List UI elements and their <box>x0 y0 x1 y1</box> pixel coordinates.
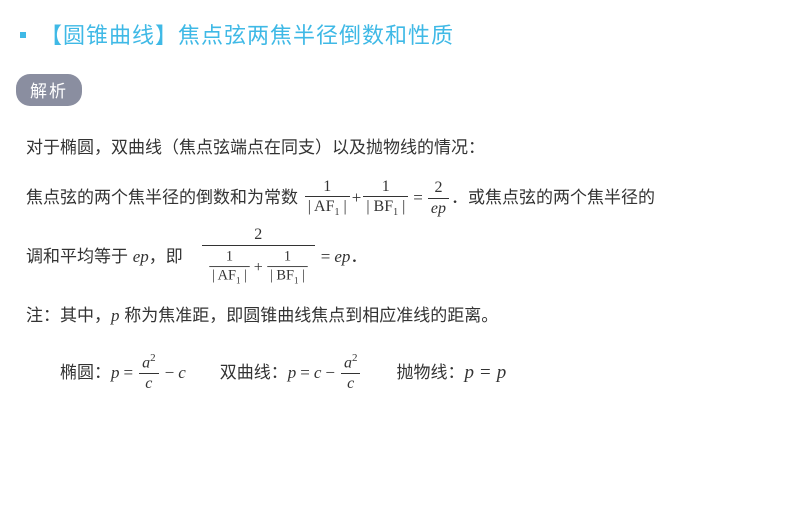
fraction-a2-over-c: a2 c <box>341 352 361 393</box>
text: 调和平均等于 <box>26 235 133 279</box>
equals-sign: = <box>321 235 331 279</box>
text: 注：其中， <box>26 294 111 338</box>
paragraph-2: 焦点弦的两个焦半径的倒数和为常数 1 | AF1 | + 1 | BF1 | =… <box>26 176 768 220</box>
paragraph-1: 对于椭圆，双曲线（焦点弦端点在同支）以及抛物线的情况： <box>26 126 768 170</box>
body-content: 对于椭圆，双曲线（焦点弦端点在同支）以及抛物线的情况： 焦点弦的两个焦半径的倒数… <box>20 126 768 397</box>
var-p: p <box>111 294 120 338</box>
fraction-2-over-ep: 2 ep <box>428 179 449 217</box>
paragraph-note: 注：其中， p 称为焦准距，即圆锥曲线焦点到相应准线的距离。 <box>26 294 768 338</box>
label-hyperbola: 双曲线： <box>220 351 288 395</box>
document-page: 【圆锥曲线】焦点弦两焦半径倒数和性质 解析 对于椭圆，双曲线（焦点弦端点在同支）… <box>0 0 788 417</box>
text: 称为焦准距，即圆锥曲线焦点到相应准线的距离。 <box>120 294 499 338</box>
fraction-1-over-AF1: 1 | AF1 | <box>305 178 350 219</box>
var-ep: ep <box>334 235 350 279</box>
title-row: 【圆锥曲线】焦点弦两焦半径倒数和性质 <box>20 18 768 50</box>
label-parabola: 抛物线： <box>396 351 464 395</box>
text: 焦点弦的两个焦半径的倒数和为常数 <box>26 176 303 220</box>
formula-row: 椭圆： p = a2 c − c 双曲线： p = <box>26 348 768 397</box>
formula-hyperbola: 双曲线： p = c − a2 c <box>220 351 363 395</box>
section-label-pill: 解析 <box>16 74 82 106</box>
text: 对于椭圆，双曲线（焦点弦端点在同支）以及抛物线的情况： <box>26 126 485 170</box>
equals-sign: = <box>413 176 423 220</box>
fraction-harmonic: 2 1 | AF1 | + 1 | BF1 | <box>202 226 315 287</box>
fraction-1-over-BF1: 1 | BF1 | <box>363 178 408 219</box>
plus-sign: + <box>352 176 362 220</box>
equation-sum-reciprocals: 1 | AF1 | + 1 | BF1 | = 2 ep <box>303 176 451 220</box>
fraction-a2-over-c: a2 c <box>139 352 159 393</box>
equation-harmonic-mean: 2 1 | AF1 | + 1 | BF1 | <box>200 226 351 287</box>
page-title: 【圆锥曲线】焦点弦两焦半径倒数和性质 <box>40 18 454 50</box>
var-ep: ep <box>133 235 149 279</box>
bullet-icon <box>20 32 26 38</box>
text: ，即 <box>149 235 200 279</box>
paragraph-3: 调和平均等于 ep ，即 2 1 | AF1 | + 1 <box>26 226 768 287</box>
formula-ellipse: 椭圆： p = a2 c − c <box>60 351 186 395</box>
formula-parabola: 抛物线： p = p <box>396 348 506 397</box>
text: ．或焦点弦的两个焦半径的 <box>451 176 655 220</box>
text: ． <box>350 235 367 279</box>
label-ellipse: 椭圆： <box>60 351 111 395</box>
